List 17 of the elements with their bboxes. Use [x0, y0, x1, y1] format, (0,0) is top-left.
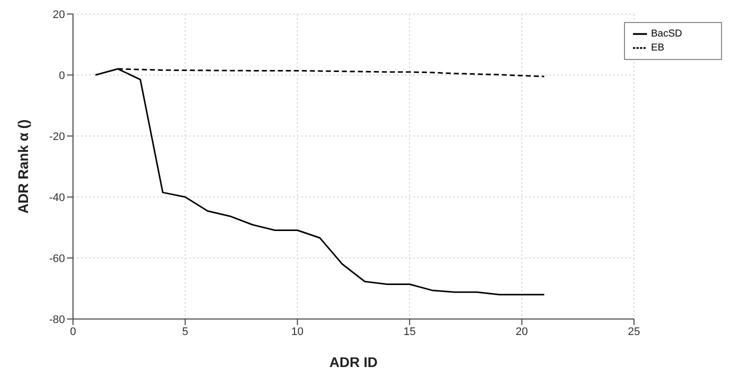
- y-tick-label: -40: [49, 192, 65, 204]
- legend-label: BacSD: [651, 28, 682, 40]
- x-tick-label: 25: [628, 326, 640, 338]
- y-tick-label: -80: [49, 314, 65, 326]
- y-tick-label: 0: [58, 70, 65, 82]
- x-axis-title: ADR ID: [329, 354, 378, 370]
- x-tick-label: 5: [182, 326, 188, 338]
- y-tick-label: -60: [49, 252, 65, 265]
- x-tick-label: 20: [516, 326, 528, 338]
- x-tick-label: 15: [403, 326, 416, 338]
- y-tick-label: 20: [52, 8, 65, 21]
- line-series: [94, 68, 545, 296]
- y-axis-title: ADR Rank α (): [14, 119, 31, 214]
- x-tick-label: 0: [70, 326, 76, 338]
- x-tick-label: 10: [291, 326, 304, 338]
- legend-label: EB: [651, 42, 664, 54]
- y-tick-label: -20: [49, 130, 65, 143]
